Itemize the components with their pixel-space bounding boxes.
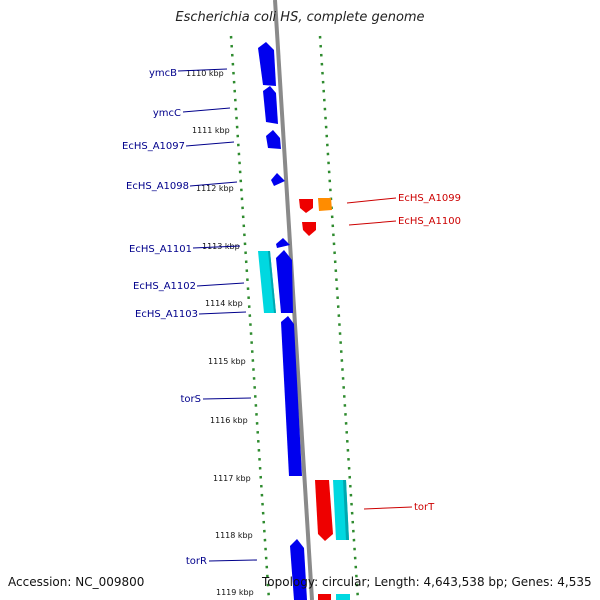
- gene-arrow-EcHS_A1102-shade: [268, 251, 276, 313]
- map-title: Escherichia coli HS, complete genome: [175, 10, 425, 25]
- gene-arrow-torR[interactable]: [290, 539, 307, 600]
- scale-tick-1111: 1111 kbp: [192, 126, 230, 135]
- leader-EcHS_A1102: [196, 282, 245, 287]
- scale-tick-1114: 1114 kbp: [205, 299, 243, 308]
- leader-EcHS_A1098: [189, 181, 238, 187]
- leader-ymcC: [182, 107, 231, 113]
- leader-ymcB: [177, 68, 228, 72]
- genome-backbone: [273, 0, 314, 600]
- gene-arrow-EcHS_A1098[interactable]: [271, 173, 285, 186]
- gene-label-EcHS_A1100[interactable]: EcHS_A1100: [398, 216, 461, 227]
- leader-EcHS_A1101: [192, 245, 241, 249]
- leader-torT: [363, 506, 413, 510]
- gene-arrow-torS[interactable]: [281, 316, 302, 476]
- gene-label-EcHS_A1099[interactable]: EcHS_A1099: [398, 193, 461, 204]
- gene-label-torS[interactable]: torS: [181, 394, 202, 405]
- accession-text: Accession: NC_009800: [8, 575, 145, 589]
- gene-arrow-ymcC[interactable]: [263, 86, 278, 124]
- gene-label-EcHS_A1102[interactable]: EcHS_A1102: [133, 281, 196, 292]
- left-tick-rail: [229, 35, 271, 600]
- leader-EcHS_A1099: [346, 197, 397, 204]
- scale-tick-1115: 1115 kbp: [208, 357, 246, 366]
- gene-label-ymcB[interactable]: ymcB: [149, 68, 177, 79]
- scale-tick-1117: 1117 kbp: [213, 474, 251, 483]
- gene-arrow-EcHS_A1097[interactable]: [266, 130, 281, 149]
- gene-label-torT[interactable]: torT: [414, 502, 435, 513]
- gene-label-EcHS_A1101[interactable]: EcHS_A1101: [129, 244, 192, 255]
- gene-arrow-EcHS_A1103[interactable]: [276, 250, 293, 313]
- scale-tick-1118: 1118 kbp: [215, 531, 253, 540]
- leader-EcHS_A1100: [348, 220, 397, 226]
- gene-arrow-EcHS_A1099-red[interactable]: [299, 199, 313, 213]
- leader-torR: [208, 559, 258, 562]
- gene-label-EcHS_A1103[interactable]: EcHS_A1103: [135, 309, 198, 320]
- scale-tick-1119: 1119 kbp: [216, 588, 254, 597]
- gene-arrow-bottom-cyan[interactable]: [336, 594, 350, 600]
- gene-arrow-EcHS_A1100[interactable]: [302, 222, 316, 236]
- scale-tick-1112: 1112 kbp: [196, 184, 234, 193]
- gene-arrow-EcHS_A1099-orange[interactable]: [318, 198, 332, 211]
- gene-arrow-EcHS_A1101[interactable]: [276, 238, 290, 248]
- leader-torS: [202, 397, 252, 400]
- gene-arrow-bottom-red[interactable]: [318, 594, 331, 600]
- gene-arrow-ymcB[interactable]: [258, 42, 276, 86]
- gene-arrow-torT-cyan-shade: [343, 480, 349, 540]
- gene-label-torR[interactable]: torR: [186, 556, 207, 567]
- gene-label-ymcC[interactable]: ymcC: [153, 108, 181, 119]
- scale-tick-1110: 1110 kbp: [186, 69, 224, 78]
- gene-label-EcHS_A1097[interactable]: EcHS_A1097: [122, 141, 185, 152]
- scale-tick-1116: 1116 kbp: [210, 416, 248, 425]
- topology-text: Topology: circular; Length: 4,643,538 bp…: [262, 575, 592, 589]
- leader-EcHS_A1097: [185, 141, 235, 147]
- leader-EcHS_A1103: [198, 311, 247, 315]
- gene-label-EcHS_A1098[interactable]: EcHS_A1098: [126, 181, 189, 192]
- gene-arrow-torT-red[interactable]: [315, 480, 333, 541]
